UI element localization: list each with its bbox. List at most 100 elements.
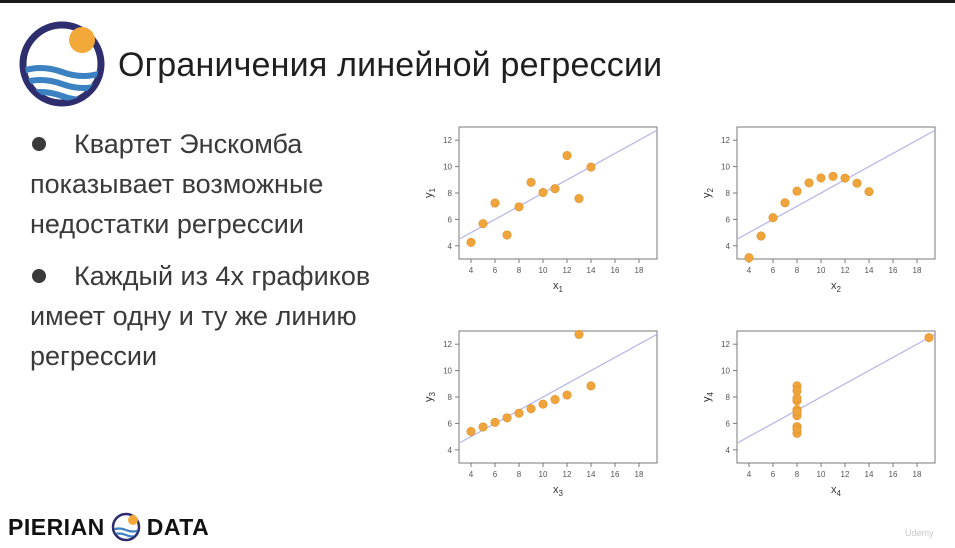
data-point — [828, 171, 838, 181]
y-tick-label: 4 — [448, 242, 453, 251]
data-point — [502, 413, 512, 423]
y-axis-label: y3 — [423, 391, 437, 402]
data-point — [478, 422, 488, 432]
x-tick-label: 18 — [913, 470, 922, 479]
y-tick-label: 4 — [726, 242, 731, 251]
data-point — [792, 424, 802, 434]
x-tick-label: 8 — [517, 470, 522, 479]
data-point — [466, 237, 476, 247]
data-point — [924, 333, 934, 343]
y-tick-label: 10 — [443, 367, 452, 376]
data-point — [756, 231, 766, 241]
x-tick-label: 16 — [889, 266, 898, 275]
x-tick-label: 10 — [539, 470, 548, 479]
x-tick-label: 8 — [795, 266, 800, 275]
data-point — [792, 186, 802, 196]
data-point — [586, 162, 596, 172]
y-tick-label: 6 — [448, 215, 453, 224]
bullet-dot-icon — [32, 269, 46, 283]
data-point — [574, 194, 584, 204]
x-tick-label: 10 — [539, 266, 548, 275]
y-axis-label: y1 — [423, 187, 437, 198]
x-tick-label: 14 — [587, 470, 596, 479]
x-tick-label: 10 — [817, 470, 826, 479]
anscombe-chart-4: 4 6 8 10 12 14 16 18 4 6 8 10 12 x4 y4 — [698, 322, 938, 498]
regression-line — [459, 129, 657, 240]
x-tick-label: 4 — [747, 470, 752, 479]
x-tick-label: 4 — [469, 470, 474, 479]
data-point — [478, 219, 488, 229]
x-tick-label: 12 — [841, 266, 850, 275]
data-point — [550, 184, 560, 194]
x-tick-label: 8 — [517, 266, 522, 275]
y-tick-label: 10 — [721, 367, 730, 376]
pierian-logo — [18, 20, 106, 108]
x-tick-label: 6 — [493, 266, 498, 275]
slide-title: Ограничения линейной регрессии — [118, 46, 663, 84]
data-point — [804, 178, 814, 188]
x-axis-label: x1 — [553, 280, 564, 294]
y-tick-label: 10 — [721, 163, 730, 172]
anscombe-chart-1: 4 6 8 10 12 14 16 18 4 6 8 10 12 x1 y1 — [420, 118, 660, 294]
x-axis-label: x2 — [831, 280, 842, 294]
data-point — [792, 407, 802, 417]
y-tick-label: 6 — [448, 419, 453, 428]
regression-line — [737, 129, 935, 240]
data-point — [526, 404, 536, 414]
bullet-item: Каждый из 4х графиков имеет одну и ту же… — [30, 256, 430, 376]
y-axis-label: y2 — [701, 187, 715, 198]
data-point — [538, 187, 548, 197]
anscombe-chart-3: 4 6 8 10 12 14 16 18 4 6 8 10 12 x3 y3 — [420, 322, 660, 498]
data-point — [526, 177, 536, 187]
data-point — [574, 329, 584, 339]
data-point — [744, 253, 754, 263]
data-point — [514, 408, 524, 418]
x-tick-label: 18 — [635, 470, 644, 479]
pierian-small-logo-icon — [111, 512, 141, 542]
y-tick-label: 8 — [448, 189, 453, 198]
x-tick-label: 6 — [771, 266, 776, 275]
data-point — [768, 213, 778, 223]
x-tick-label: 14 — [865, 266, 874, 275]
top-border — [0, 0, 955, 3]
data-point — [490, 417, 500, 427]
bullet-text: Каждый из 4х графиков имеет одну и ту же… — [30, 261, 371, 371]
data-point — [780, 198, 790, 208]
y-tick-label: 12 — [443, 340, 452, 349]
x-tick-label: 10 — [817, 266, 826, 275]
brand-right-text: DATA — [146, 513, 210, 540]
x-tick-label: 12 — [841, 470, 850, 479]
y-tick-label: 8 — [726, 393, 731, 402]
bullet-list: Квартет Энскомба показывает возможные не… — [30, 124, 430, 388]
x-tick-label: 6 — [771, 470, 776, 479]
x-axis-label: x4 — [831, 484, 842, 498]
data-point — [816, 173, 826, 183]
data-point — [550, 395, 560, 405]
data-point — [466, 426, 476, 436]
y-tick-label: 6 — [726, 419, 731, 428]
x-tick-label: 16 — [611, 470, 620, 479]
data-point — [538, 399, 548, 409]
bullet-dot-icon — [32, 137, 46, 151]
x-tick-label: 16 — [889, 470, 898, 479]
x-tick-label: 18 — [913, 266, 922, 275]
y-axis-label: y4 — [701, 391, 715, 402]
y-tick-label: 8 — [448, 393, 453, 402]
y-tick-label: 6 — [726, 215, 731, 224]
y-tick-label: 12 — [721, 340, 730, 349]
brand-left-text: PIERIAN — [8, 513, 105, 540]
x-tick-label: 8 — [795, 470, 800, 479]
regression-line — [737, 333, 935, 444]
y-tick-label: 8 — [726, 189, 731, 198]
anscombe-chart-2: 4 6 8 10 12 14 16 18 4 6 8 10 12 x2 y2 — [698, 118, 938, 294]
x-tick-label: 12 — [563, 470, 572, 479]
y-tick-label: 10 — [443, 163, 452, 172]
x-tick-label: 4 — [469, 266, 474, 275]
data-point — [792, 393, 802, 403]
x-tick-label: 14 — [587, 266, 596, 275]
x-tick-label: 6 — [493, 470, 498, 479]
x-tick-label: 4 — [747, 266, 752, 275]
data-point — [514, 202, 524, 212]
data-point — [864, 187, 874, 197]
data-point — [852, 178, 862, 188]
